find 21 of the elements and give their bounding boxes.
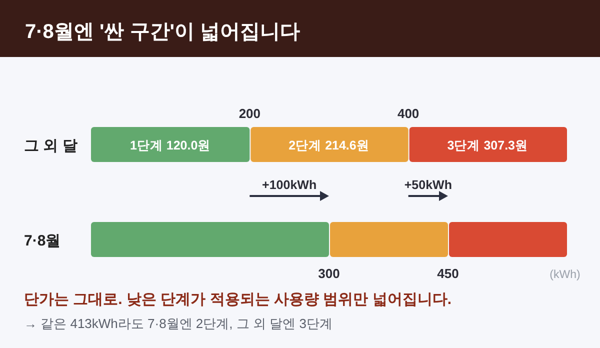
bar bbox=[449, 222, 567, 257]
x-tick-label: 300 bbox=[318, 266, 340, 281]
y-tick-label: 7·8월 bbox=[24, 232, 61, 250]
annotation: +100kWh bbox=[262, 178, 317, 192]
x-tick-label: 450 bbox=[437, 266, 459, 281]
bar bbox=[91, 222, 329, 257]
annotation: +50kWh bbox=[404, 178, 452, 192]
text: → 같은 413kWh라도 7·8월엔 2단계, 그 외 달엔 3단계 bbox=[24, 316, 332, 331]
chart-title: 7·8월엔 '싼 구간'이 넓어집니다 bbox=[25, 21, 300, 43]
bar bbox=[250, 127, 408, 162]
y-tick-label: 그 외 달 bbox=[24, 138, 78, 154]
bar bbox=[409, 127, 567, 162]
annotation: 2단계 214.6원 bbox=[288, 138, 370, 152]
text: 단가는 그대로. 낮은 단계가 적용되는 사용량 범위만 넓어집니다. bbox=[24, 291, 452, 308]
x2-tick-label: 200 bbox=[238, 106, 261, 121]
x-axis-title: (kWh) bbox=[550, 269, 580, 281]
annotation: 1단계 120.0원 bbox=[130, 138, 211, 152]
bar bbox=[330, 222, 448, 257]
x2-tick-label: 400 bbox=[397, 106, 420, 121]
annotation: 3단계 307.3원 bbox=[447, 138, 528, 152]
bar bbox=[91, 127, 250, 162]
